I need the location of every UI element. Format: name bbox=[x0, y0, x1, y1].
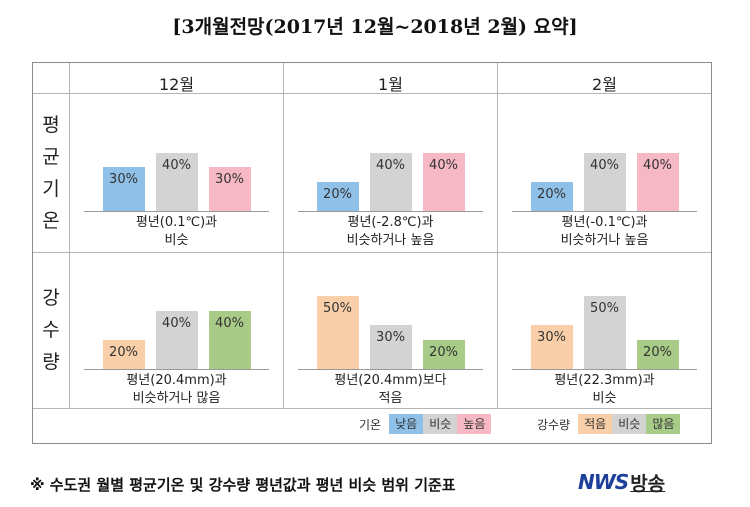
row-divider bbox=[33, 252, 711, 253]
bar-비슷: 40% bbox=[369, 153, 412, 211]
panel-description-line: 비슷하거나 높음 bbox=[346, 233, 435, 248]
legend-low-temp: 낮음 bbox=[389, 414, 424, 434]
label-column-divider bbox=[69, 63, 70, 408]
chart-baseline bbox=[512, 211, 697, 212]
bar-높음: 30% bbox=[208, 167, 251, 211]
bar-높음: 40% bbox=[422, 153, 465, 211]
legend-precipitation-label: 강수량 bbox=[537, 417, 571, 432]
bar-비슷: 40% bbox=[155, 153, 198, 211]
bar-비슷: 30% bbox=[369, 325, 412, 369]
bar-적음: 20% bbox=[102, 340, 145, 369]
legend-high-precip: 많음 bbox=[646, 414, 681, 434]
panel-description-line: 비슷하거나 높음 bbox=[560, 233, 649, 248]
bar-적음: 50% bbox=[316, 296, 359, 369]
bar-낮음: 20% bbox=[316, 182, 359, 211]
forecast-table: 12월 1월 2월 평 균 기 온 강 수 량 기온 낮음 비슷 높음 강수량 … bbox=[32, 62, 712, 444]
row-label-char: 량 bbox=[42, 351, 60, 373]
bar-낮음: 20% bbox=[530, 182, 573, 211]
footnote: ※ 수도권 월별 평균기온 및 강수량 평년값과 평년 비슷 범위 기준표 bbox=[30, 476, 456, 494]
panel-description-line: 평년(-2.8℃)과 bbox=[347, 215, 434, 230]
nws-logo: NWS 방송 bbox=[578, 468, 665, 496]
chart-baseline bbox=[84, 369, 269, 370]
legend-temperature-label: 기온 bbox=[359, 417, 382, 432]
chart-baseline bbox=[298, 211, 483, 212]
chart-baseline bbox=[512, 369, 697, 370]
legend-divider bbox=[33, 408, 711, 409]
chart-panel: 50% 30% 20% bbox=[284, 63, 497, 369]
chart-panel: 20% 40% 40% bbox=[70, 63, 283, 369]
bar-낮음: 30% bbox=[102, 167, 145, 211]
row-label-char: 강 bbox=[42, 287, 60, 309]
bar-높음: 40% bbox=[636, 153, 679, 211]
row-label-temperature: 평 균 기 온 bbox=[33, 103, 69, 243]
chart-panel: 20% 40% 40% bbox=[284, 63, 497, 211]
legend-similar-precip: 비슷 bbox=[612, 414, 647, 434]
month-header-feb: 2월 bbox=[592, 75, 617, 94]
header-divider bbox=[33, 93, 711, 94]
panel-description-line: 평년(-0.1℃)과 bbox=[561, 215, 648, 230]
column-divider-2 bbox=[497, 63, 498, 408]
panel-description-line: 비슷하거나 많음 bbox=[132, 391, 221, 406]
row-label-char: 수 bbox=[42, 319, 60, 341]
row-label-char: 온 bbox=[42, 210, 60, 232]
bar-적음: 30% bbox=[530, 325, 573, 369]
row-label-char: 균 bbox=[42, 146, 60, 168]
panel-description-line: 비슷 bbox=[164, 233, 189, 248]
bar-비슷: 50% bbox=[583, 296, 626, 369]
month-header-jan: 1월 bbox=[378, 75, 403, 94]
legend-temperature: 기온 낮음 비슷 높음 bbox=[359, 413, 492, 435]
row-label-precipitation: 강 수 량 bbox=[33, 275, 69, 385]
chart-panel: 20% 40% 40% bbox=[498, 63, 711, 211]
panel-description-line: 평년(20.4mm)과 bbox=[126, 373, 227, 388]
month-header-dec: 12월 bbox=[158, 75, 195, 94]
broadcast-logo-text: 방송 bbox=[630, 472, 666, 495]
legend-precipitation: 강수량 적음 비슷 많음 bbox=[537, 413, 681, 435]
panel-description-line: 비슷 bbox=[592, 391, 617, 406]
panel-description-line: 평년(20.4mm)보다 bbox=[334, 373, 447, 388]
bar-비슷: 40% bbox=[583, 153, 626, 211]
legend-similar-temp: 비슷 bbox=[423, 414, 458, 434]
legend-high-temp: 높음 bbox=[457, 414, 492, 434]
panel-description-line: 평년(0.1℃)과 bbox=[135, 215, 218, 230]
row-label-char: 기 bbox=[42, 178, 60, 200]
chart-panel: 30% 40% 30% bbox=[70, 63, 283, 211]
panel-description-line: 적음 bbox=[378, 391, 403, 406]
page-title: [3개월전망(2017년 12월~2018년 2월) 요약] bbox=[172, 16, 578, 38]
chart-baseline bbox=[298, 369, 483, 370]
nws-logo-text: NWS bbox=[578, 470, 629, 494]
column-divider-1 bbox=[283, 63, 284, 408]
bar-많음: 20% bbox=[636, 340, 679, 369]
bar-많음: 40% bbox=[208, 311, 251, 369]
panel-description-line: 평년(22.3mm)과 bbox=[554, 373, 655, 388]
chart-panel: 30% 50% 20% bbox=[498, 63, 711, 369]
row-label-char: 평 bbox=[42, 114, 60, 136]
bar-비슷: 40% bbox=[155, 311, 198, 369]
bar-많음: 20% bbox=[422, 340, 465, 369]
chart-baseline bbox=[84, 211, 269, 212]
legend-low-precip: 적음 bbox=[578, 414, 613, 434]
